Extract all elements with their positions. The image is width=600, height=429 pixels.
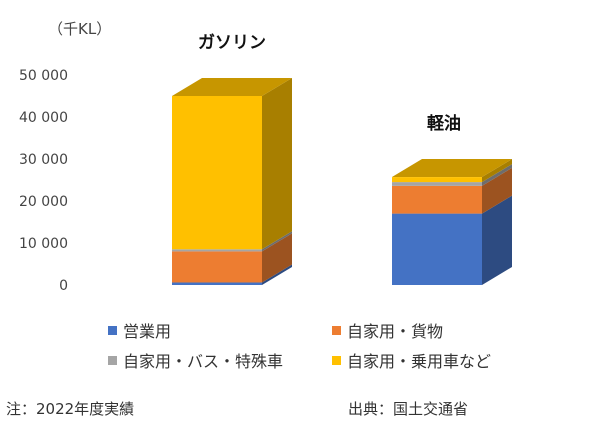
y-tick-label: 30 000 (19, 152, 68, 168)
stacked-3d-bar-chart: （千KL） 0 10 000 20 000 30 000 40 000 50 000 ガソ… (19, 20, 512, 294)
bar-stack (172, 78, 292, 285)
bars (172, 78, 512, 285)
y-tick-label: 50 000 (19, 68, 68, 84)
legend-swatch (108, 355, 117, 365)
bar-segment-side (482, 195, 512, 285)
bar-stack (392, 159, 512, 285)
source-credit: 出典：国土交通省 (348, 400, 469, 418)
legend-swatch (332, 355, 341, 365)
legend-label: 営業用 (123, 322, 172, 341)
category-label: ガソリン (198, 33, 266, 53)
legend-label: 自家用・貨物 (347, 322, 444, 341)
bar-segment-side (482, 167, 512, 214)
legend-swatch (332, 325, 341, 335)
bar-segment (172, 249, 262, 252)
category-label: 軽油 (427, 113, 461, 134)
legend-item: 営業用 (108, 318, 171, 342)
bar-top (392, 159, 512, 178)
footnote: 注：2022年度実績 (6, 400, 135, 418)
bar-segment-side (482, 159, 512, 183)
legend-swatch (108, 325, 117, 335)
y-tick-label: 40 000 (19, 110, 68, 126)
bar-segment (172, 251, 262, 283)
bar-segment-side (262, 231, 292, 252)
bar-segment-side (262, 78, 292, 250)
bar-segment (172, 282, 262, 285)
bar-segment-side (262, 233, 292, 283)
bar-segment-side (482, 164, 512, 186)
y-axis: 0 10 000 20 000 30 000 40 000 50 000 (19, 68, 68, 294)
bar-segment (172, 96, 262, 250)
legend-label: 自家用・バス・特殊車 (123, 352, 284, 371)
y-tick-label: 10 000 (19, 236, 68, 252)
bar-segment (392, 182, 482, 186)
legend-item: 自家用・バス・特殊車 (108, 348, 283, 372)
bar-segment (392, 185, 482, 214)
bar-top (172, 78, 292, 96)
y-tick-label: 20 000 (19, 194, 68, 210)
legend-item: 自家用・乗用車など (332, 348, 491, 372)
bar-segment-side (262, 264, 292, 285)
y-tick-label: 0 (59, 278, 68, 294)
y-axis-unit-label: （千KL） (48, 20, 111, 38)
bar-segment (392, 177, 482, 183)
legend-item: 自家用・貨物 (332, 318, 443, 342)
legend-label: 自家用・乗用車など (347, 352, 492, 371)
bar-segment (392, 213, 482, 285)
